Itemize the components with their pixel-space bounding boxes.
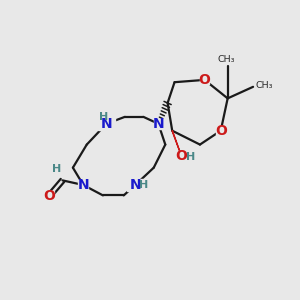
Bar xyxy=(127,179,144,191)
Text: N: N xyxy=(130,178,141,192)
Text: H: H xyxy=(100,112,109,122)
Text: N: N xyxy=(77,178,89,192)
Text: CH₃: CH₃ xyxy=(218,55,235,64)
Bar xyxy=(98,118,115,130)
Text: N: N xyxy=(100,117,112,131)
Text: O: O xyxy=(44,189,55,203)
Bar xyxy=(175,151,188,162)
Text: N: N xyxy=(153,117,164,131)
Bar xyxy=(78,180,88,190)
Polygon shape xyxy=(172,130,182,156)
Bar xyxy=(216,126,225,135)
Bar xyxy=(45,191,54,200)
Text: O: O xyxy=(215,124,227,138)
Bar xyxy=(200,76,209,84)
Text: H: H xyxy=(140,179,149,190)
Text: O: O xyxy=(199,73,211,87)
Text: H: H xyxy=(52,164,62,174)
Text: O: O xyxy=(176,149,188,163)
Text: CH₃: CH₃ xyxy=(256,81,273,90)
Text: H: H xyxy=(186,152,195,162)
Bar xyxy=(154,119,163,129)
